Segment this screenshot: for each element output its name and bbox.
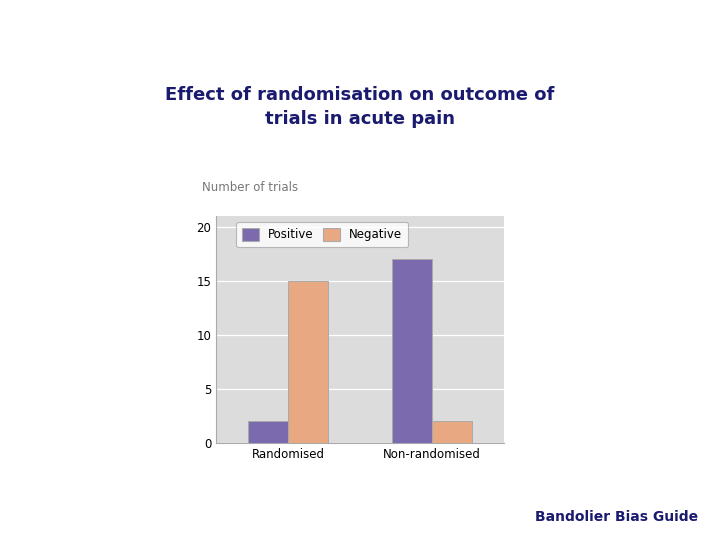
- Bar: [248, 421, 288, 443]
- Text: Number of trials: Number of trials: [202, 181, 298, 194]
- Legend: Positive, Negative: Positive, Negative: [236, 222, 408, 247]
- Text: Bandolier Bias Guide: Bandolier Bias Guide: [535, 510, 698, 524]
- Bar: [288, 281, 328, 443]
- Bar: [392, 259, 432, 443]
- Bar: [432, 421, 472, 443]
- Text: Effect of randomisation on outcome of
trials in acute pain: Effect of randomisation on outcome of tr…: [166, 86, 554, 128]
